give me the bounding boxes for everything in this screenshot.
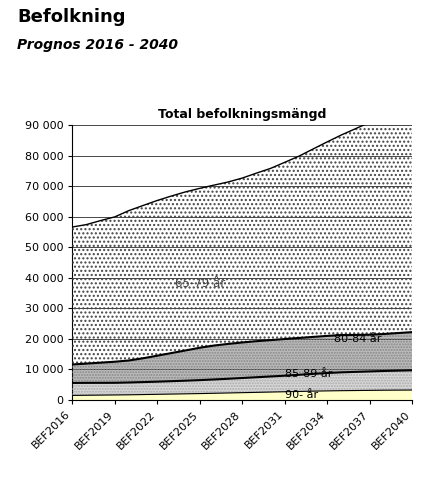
- Text: 90- år: 90- år: [285, 390, 318, 400]
- Text: Prognos 2016 - 2040: Prognos 2016 - 2040: [17, 38, 178, 52]
- Text: 85-89 år: 85-89 år: [285, 369, 332, 379]
- Title: Total befolkningsmängd: Total befolkningsmängd: [158, 108, 326, 121]
- Text: Befolkning: Befolkning: [17, 8, 125, 26]
- Text: 80-84 år: 80-84 år: [334, 334, 382, 344]
- Text: 65-79 år: 65-79 år: [175, 278, 225, 290]
